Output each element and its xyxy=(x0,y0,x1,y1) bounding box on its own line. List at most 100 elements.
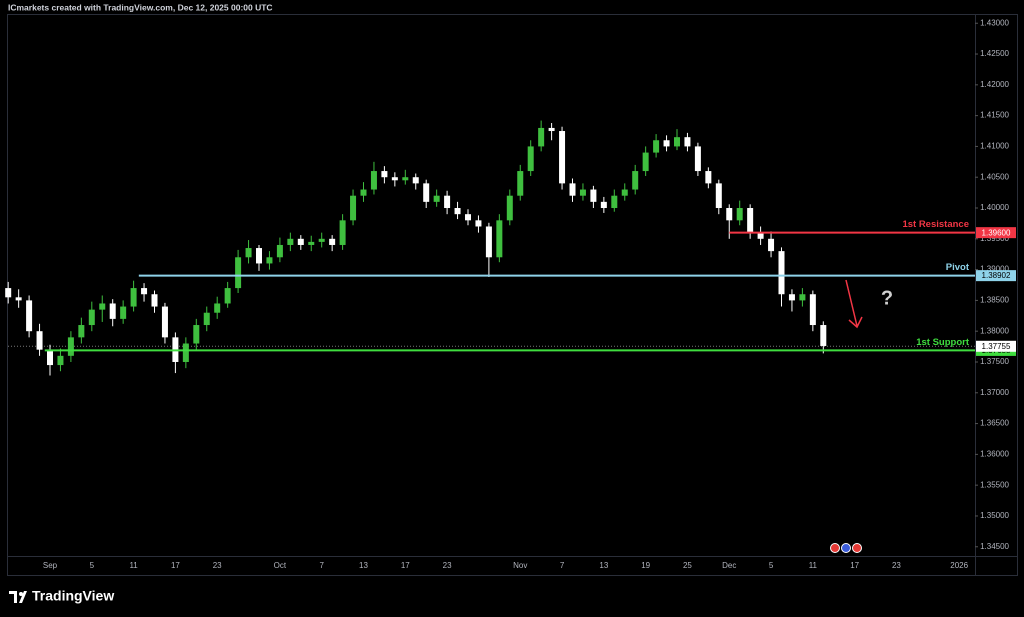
price-tag xyxy=(976,340,1016,352)
y-tick-label: 1.39000 xyxy=(980,265,1009,274)
y-tick-label: 1.35500 xyxy=(980,480,1009,489)
candle-body xyxy=(57,355,64,366)
x-tick-label: 17 xyxy=(401,561,410,570)
candle-body xyxy=(548,127,555,132)
candle-body xyxy=(67,337,74,356)
price-tag xyxy=(976,227,1016,239)
event-icons xyxy=(830,543,862,553)
x-tick-label: Nov xyxy=(513,561,527,570)
y-tick-label: 1.37000 xyxy=(980,388,1009,397)
x-tick-label: 11 xyxy=(129,561,138,570)
candle-body xyxy=(799,294,806,301)
candle-body xyxy=(360,189,367,196)
candle-body xyxy=(788,294,795,301)
candle-body xyxy=(642,152,649,172)
candle-body xyxy=(820,325,827,346)
candle-body xyxy=(465,214,471,221)
candle-body xyxy=(579,189,586,196)
candle-body xyxy=(36,331,43,350)
y-tick-label: 1.40500 xyxy=(980,172,1009,181)
x-tick-label: 23 xyxy=(443,561,452,570)
y-tick-label: 1.37500 xyxy=(980,357,1009,366)
candle-body xyxy=(308,241,315,245)
price-tag-label: 1.38902 xyxy=(982,271,1011,280)
y-tick-label: 1.35000 xyxy=(980,511,1009,520)
candle-body xyxy=(475,220,482,227)
y-tick-label: 1.36500 xyxy=(980,419,1009,428)
x-tick-label: 7 xyxy=(319,561,324,570)
candle-body xyxy=(569,183,576,196)
candle-body xyxy=(757,232,764,239)
y-tick-label: 1.41000 xyxy=(980,142,1009,151)
x-tick-label: 23 xyxy=(892,561,901,570)
y-tick-label: 1.39500 xyxy=(980,234,1009,243)
x-tick-label: 17 xyxy=(171,561,180,570)
x-tick-label: 17 xyxy=(850,561,859,570)
header: ICmarkets created with TradingView.com, … xyxy=(8,2,273,12)
candle-body xyxy=(412,177,419,184)
candle-body xyxy=(736,208,743,221)
candle-body xyxy=(161,306,168,338)
candle-body xyxy=(99,303,106,310)
level-name: 1st Support xyxy=(916,337,970,348)
candle-body xyxy=(778,251,785,295)
x-tick-label: 11 xyxy=(809,561,818,570)
candle-body xyxy=(653,140,660,153)
candle-body xyxy=(26,300,33,332)
y-tick-label: 1.38000 xyxy=(980,326,1009,335)
candle-body xyxy=(391,177,398,181)
candle-body xyxy=(674,137,680,147)
x-tick-label: Dec xyxy=(722,561,736,570)
candle-body xyxy=(245,248,252,258)
candle-body xyxy=(768,238,775,252)
candle-body xyxy=(15,297,22,301)
x-tick-label: 5 xyxy=(769,561,774,570)
y-tick-label: 1.43000 xyxy=(980,18,1009,27)
price-tag xyxy=(976,270,1016,282)
candle-body xyxy=(235,257,242,289)
candle-body xyxy=(715,183,722,209)
candle-body xyxy=(88,309,95,326)
candle-body xyxy=(694,146,701,172)
x-tick-label: Sep xyxy=(43,561,58,570)
candle-body xyxy=(684,137,691,147)
candle-body xyxy=(287,238,294,245)
candle-body xyxy=(517,171,524,196)
x-tick-label: 13 xyxy=(359,561,368,570)
candle-body xyxy=(381,171,388,178)
candle-body xyxy=(705,171,712,184)
x-tick-label: 19 xyxy=(641,561,650,570)
candle-body xyxy=(47,349,53,366)
candle-body xyxy=(151,294,158,307)
x-tick-label: 7 xyxy=(560,561,565,570)
candle-body xyxy=(496,220,503,258)
candle-body xyxy=(809,294,816,326)
candle-body xyxy=(276,244,283,258)
y-tick-label: 1.42500 xyxy=(980,49,1009,58)
candle-body xyxy=(538,127,545,147)
candle-body xyxy=(141,288,148,295)
candle-body xyxy=(120,306,127,319)
candle-body xyxy=(590,189,597,202)
candle-body xyxy=(559,131,566,184)
candle-body xyxy=(109,303,116,319)
price-tag-label: 1.37755 xyxy=(982,342,1011,351)
candle-body xyxy=(726,208,733,221)
candle-body xyxy=(203,312,210,326)
candle-body xyxy=(266,257,273,264)
candle-body xyxy=(632,171,639,190)
candle-body xyxy=(485,226,492,258)
candle-body xyxy=(611,195,618,209)
y-tick-label: 1.41500 xyxy=(980,111,1009,120)
candle-body xyxy=(256,248,262,264)
y-tick-label: 1.34500 xyxy=(980,542,1009,551)
candle-body xyxy=(423,183,430,202)
candle-body xyxy=(318,238,325,242)
brand: TradingView xyxy=(32,588,114,604)
candle-body xyxy=(78,325,85,338)
y-tick-label: 1.36000 xyxy=(980,449,1009,458)
candle-body xyxy=(747,208,754,233)
